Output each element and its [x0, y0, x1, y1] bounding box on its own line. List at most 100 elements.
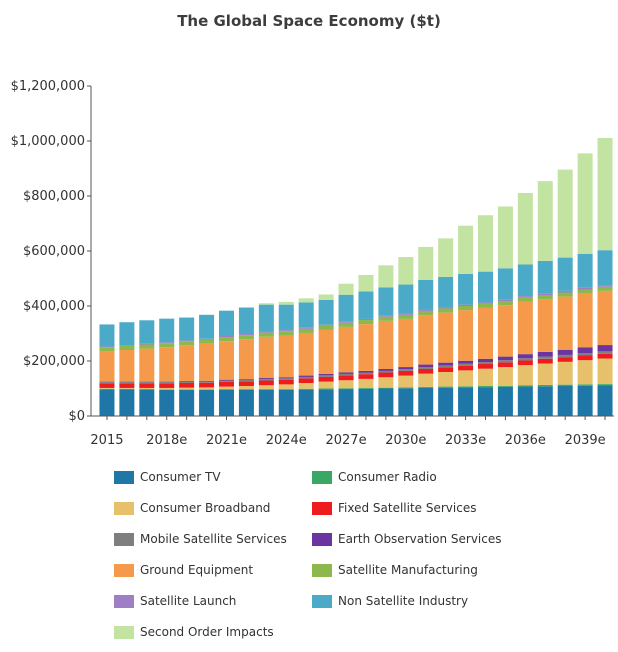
bar-segment-non-satellite-industry-2039e — [577, 253, 593, 288]
bar-segment-consumer-radio-2036e — [517, 385, 533, 387]
bar-segment-non-satellite-industry-2016 — [119, 322, 135, 346]
bar-segment-mobile-satellite-services-2021e — [219, 380, 234, 382]
bar-segment-non-satellite-industry-2023e — [258, 304, 274, 332]
y-tick-label: $200,000 — [23, 354, 85, 369]
bar-stack-2029e — [378, 265, 394, 416]
bar-segment-satellite-manufacturing-2019e — [179, 341, 195, 346]
bar-segment-ground-equipment-2029e — [378, 320, 394, 369]
bar-segment-satellite-launch-2021e — [219, 335, 234, 338]
bar-segment-consumer-radio-2030e — [398, 387, 414, 389]
bar-segment-ground-equipment-2031e — [418, 315, 434, 365]
bar-stack-2028e — [358, 274, 374, 416]
bar-segment-mobile-satellite-services-2034e — [478, 362, 493, 365]
bar-segment-ground-equipment-2026e — [318, 329, 334, 374]
bar-segment-ground-equipment-2018e — [159, 347, 175, 382]
x-tick-label: 2021e — [206, 433, 247, 448]
bar-segment-mobile-satellite-services-2023e — [258, 379, 274, 381]
bar-segment-earth-observation-services-2026e — [318, 373, 334, 376]
bar-stacks — [99, 137, 613, 417]
bar-segment-ground-equipment-2039e — [577, 293, 593, 348]
bar-segment-satellite-launch-2025e — [298, 327, 314, 329]
bar-segment-second-order-impacts-2026e — [318, 294, 334, 300]
bar-segment-consumer-broadband-2034e — [478, 368, 493, 387]
legend-swatch — [114, 532, 134, 546]
bar-segment-mobile-satellite-services-2036e — [517, 358, 533, 361]
bar-segment-mobile-satellite-services-2035e — [497, 360, 513, 363]
bar-segment-consumer-tv-2029e — [378, 388, 394, 416]
bar-segment-satellite-manufacturing-2033e — [458, 306, 474, 311]
bar-segment-consumer-radio-2034e — [478, 386, 493, 388]
bar-segment-consumer-tv-2022e — [238, 389, 254, 417]
bar-segment-second-order-impacts-2024e — [278, 301, 294, 305]
bar-segment-satellite-manufacturing-2030e — [398, 314, 414, 319]
bar-stack-2019e — [179, 317, 195, 417]
bar-segment-second-order-impacts-2038e — [557, 169, 573, 258]
bar-segment-ground-equipment-2036e — [517, 301, 533, 355]
bar-stack-2020e — [199, 314, 215, 417]
legend-item-ground-equipment: Ground Equipment — [114, 561, 253, 579]
bar-stack-2018e — [159, 318, 175, 417]
bar-segment-satellite-launch-2023e — [258, 331, 274, 333]
bar-segment-consumer-tv-2028e — [358, 388, 374, 416]
bar-segment-mobile-satellite-services-2015 — [99, 382, 115, 384]
bar-segment-consumer-radio-2032e — [438, 386, 454, 388]
x-axis-ticks: 2015 2018e 2021e 2024e 2027e 2030e 2033e 2036e 2… — [90, 416, 606, 448]
bar-segment-mobile-satellite-services-2025e — [298, 376, 314, 379]
bar-segment-satellite-manufacturing-2029e — [378, 316, 394, 321]
bar-segment-fixed-satellite-services-2017 — [139, 383, 155, 388]
bar-segment-satellite-launch-2020e — [199, 338, 215, 340]
bar-segment-ground-equipment-2020e — [199, 343, 215, 381]
bar-segment-consumer-radio-2040e — [597, 384, 613, 386]
bar-segment-consumer-tv-2017 — [139, 389, 155, 416]
bar-segment-earth-observation-services-2022e — [238, 379, 254, 380]
legend-item-second-order-impacts: Second Order Impacts — [114, 623, 274, 641]
y-tick-label: $600,000 — [23, 244, 85, 259]
bar-segment-satellite-manufacturing-2020e — [199, 339, 215, 344]
bar-segment-ground-equipment-2038e — [557, 296, 573, 350]
bar-stack-2017 — [139, 320, 155, 416]
chart-title: The Global Space Economy ($t) — [177, 12, 441, 30]
bar-segment-ground-equipment-2037e — [537, 299, 553, 352]
bar-stack-2036e — [517, 192, 533, 416]
bar-segment-satellite-launch-2016 — [119, 345, 135, 346]
legend-swatch — [312, 470, 332, 484]
bar-segment-consumer-broadband-2025e — [298, 383, 314, 389]
bar-stack-2039e — [577, 153, 593, 416]
bar-segment-earth-observation-services-2038e — [557, 349, 573, 355]
bar-segment-satellite-manufacturing-2032e — [438, 308, 454, 313]
bar-segment-non-satellite-industry-2036e — [517, 264, 533, 297]
bar-segment-consumer-broadband-2033e — [458, 370, 474, 387]
bar-segment-earth-observation-services-2018e — [159, 381, 175, 383]
x-tick-label: 2024e — [266, 433, 307, 448]
bar-segment-satellite-manufacturing-2026e — [318, 325, 334, 330]
x-tick-label: 2033e — [445, 433, 486, 448]
bar-stack-2023e — [258, 303, 274, 417]
bar-segment-mobile-satellite-services-2039e — [577, 353, 593, 356]
bar-segment-earth-observation-services-2020e — [199, 380, 215, 382]
bar-segment-consumer-broadband-2040e — [597, 358, 613, 385]
bar-segment-satellite-manufacturing-2028e — [358, 320, 374, 325]
bar-segment-consumer-broadband-2028e — [358, 378, 374, 388]
bar-stack-2035e — [497, 206, 513, 416]
x-tick-label: 2015 — [90, 433, 123, 448]
bar-segment-fixed-satellite-services-2020e — [199, 382, 215, 388]
bar-segment-ground-equipment-2019e — [179, 345, 195, 382]
bar-segment-non-satellite-industry-2024e — [278, 304, 294, 331]
bar-segment-satellite-manufacturing-2023e — [258, 332, 274, 337]
x-tick-label: 2027e — [325, 433, 366, 448]
bar-segment-consumer-radio-2033e — [458, 386, 474, 388]
bar-segment-satellite-launch-2038e — [557, 290, 573, 293]
bar-segment-satellite-launch-2015 — [99, 346, 115, 348]
bar-segment-consumer-tv-2016 — [119, 389, 135, 416]
x-tick-label: 2030e — [385, 433, 426, 448]
bar-segment-consumer-radio-2039e — [577, 384, 593, 386]
legend-swatch — [114, 563, 134, 577]
legend-item-fixed-satellite-services: Fixed Satellite Services — [312, 499, 476, 517]
bar-segment-consumer-broadband-2018e — [159, 387, 175, 390]
bar-segment-consumer-radio-2027e — [338, 388, 354, 390]
x-tick-label: 2039e — [565, 433, 606, 448]
legend-item-mobile-satellite-services: Mobile Satellite Services — [114, 530, 287, 548]
bar-segment-satellite-launch-2031e — [418, 309, 434, 311]
bar-stack-2015 — [99, 324, 115, 416]
bar-segment-consumer-broadband-2017 — [139, 387, 155, 390]
